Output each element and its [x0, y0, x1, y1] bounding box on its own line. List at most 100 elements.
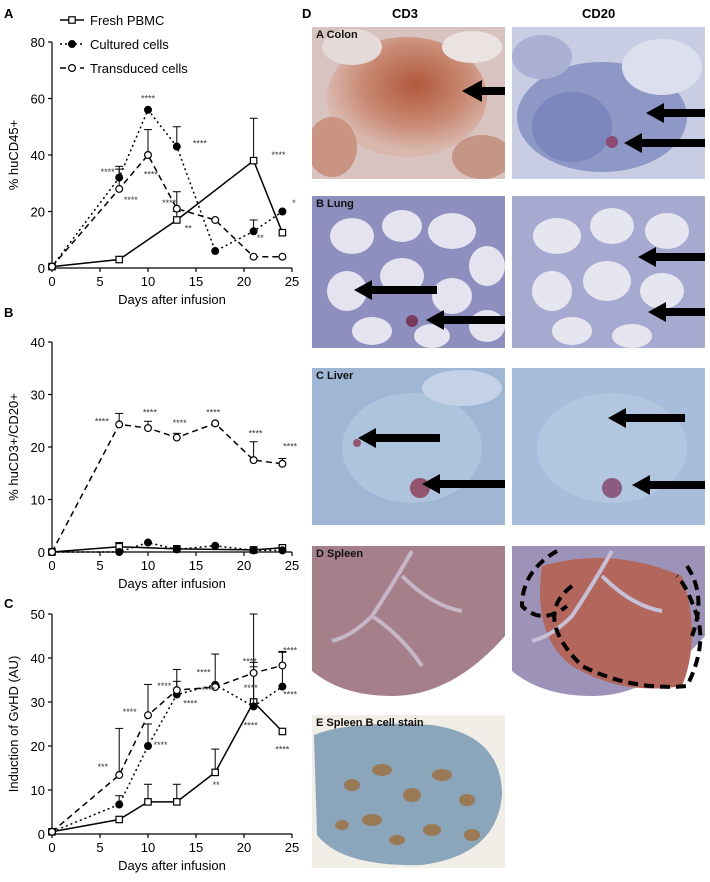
data-point	[249, 668, 258, 677]
panel-letter-b: B	[4, 305, 14, 320]
significance-label: ****	[144, 170, 159, 180]
significance-label: ****	[283, 442, 298, 452]
x-axis-label: Days after infusion	[118, 858, 226, 873]
legend-label: Cultured cells	[90, 37, 169, 52]
series-2	[47, 412, 287, 557]
data-point	[172, 686, 181, 695]
data-point	[144, 105, 153, 114]
significance-label: ****	[206, 408, 221, 418]
x-tick-label: 15	[189, 558, 203, 573]
label-lung: B Lung	[316, 198, 354, 210]
data-point	[115, 420, 124, 429]
data-point	[249, 546, 258, 555]
spleen-b-cell-image	[312, 715, 505, 868]
data-point	[211, 215, 220, 224]
data-point	[278, 682, 287, 691]
x-tick-label: 0	[48, 840, 55, 855]
x-tick-label: 15	[189, 274, 203, 289]
micrograph-lung-cd20	[512, 196, 705, 348]
y-tick-label: 40	[31, 335, 45, 350]
micrograph-liver-cd20	[512, 368, 705, 525]
arrow-icon	[608, 408, 705, 495]
series-1	[47, 650, 287, 836]
y-tick-label: 80	[31, 35, 45, 50]
micrograph-liver-cd3: C Liver	[312, 368, 505, 525]
micrograph-colon-cd3: A Colon	[312, 27, 505, 179]
panel-letter-a: A	[4, 6, 14, 21]
significance-label: ****	[283, 690, 298, 700]
series-line	[51, 108, 283, 268]
x-tick-label: 5	[96, 274, 103, 289]
series-line	[51, 684, 283, 833]
x-tick-label: 25	[285, 558, 299, 573]
x-tick-label: 10	[141, 840, 155, 855]
series-2	[47, 613, 287, 836]
data-point	[249, 702, 258, 711]
micrograph-lung-cd3: B Lung	[312, 196, 505, 348]
arrow-icon	[354, 280, 505, 330]
legend-label: Fresh PBMC	[90, 13, 164, 28]
x-axis-label: Days after infusion	[118, 292, 226, 307]
data-point	[144, 424, 153, 433]
significance-label: ****	[153, 740, 168, 750]
data-point	[278, 727, 287, 736]
x-tick-label: 25	[285, 274, 299, 289]
legend-label: Transduced cells	[90, 61, 188, 76]
significance-label: ****	[249, 429, 264, 439]
chart-huCD3-CD20: 0 10 20 30 40 0 5 10 15 20 25 Days after infusion % …	[6, 335, 299, 591]
column-header-cd3: CD3	[392, 6, 419, 21]
significance-label: **	[185, 223, 193, 233]
y-tick-label: 30	[31, 388, 45, 403]
data-point	[144, 798, 152, 806]
x-tick-label: 0	[48, 274, 55, 289]
data-point	[278, 459, 287, 468]
significance-label: ****	[193, 139, 208, 149]
significance-label: ****	[162, 198, 177, 208]
significance-label: ****	[95, 416, 110, 426]
spleen-cd3-image	[312, 546, 505, 699]
significance-label: ****	[244, 720, 259, 730]
data-point	[47, 548, 56, 557]
significance-label: ***	[98, 762, 109, 772]
data-point	[172, 545, 181, 554]
data-point	[278, 207, 287, 216]
legend-marker	[67, 39, 76, 48]
data-point	[249, 227, 258, 236]
data-point	[115, 771, 124, 780]
significance-label: ****	[244, 683, 259, 693]
panel-letter-d: D	[302, 6, 312, 21]
data-point	[47, 262, 56, 271]
x-tick-label: 5	[96, 840, 103, 855]
y-tick-label: 0	[38, 261, 45, 276]
significance-label: ****	[124, 195, 139, 205]
significance-label: **	[213, 780, 221, 790]
y-axis-label: % huCD45+	[6, 120, 21, 190]
significance-label: **	[257, 233, 265, 243]
legend-marker	[67, 63, 76, 72]
y-tick-label: 60	[31, 92, 45, 107]
y-tick-label: 30	[31, 695, 45, 710]
label-colon: A Colon	[316, 29, 358, 41]
x-tick-label: 0	[48, 558, 55, 573]
liver-cd3-image	[312, 368, 505, 525]
series-line	[52, 541, 283, 553]
y-tick-label: 0	[38, 545, 45, 560]
micrograph-colon-cd20	[512, 27, 705, 179]
data-point	[249, 156, 258, 165]
y-tick-label: 40	[31, 148, 45, 163]
series-0	[48, 117, 287, 271]
data-point	[278, 661, 287, 670]
micrograph-spleen-b-cell: E Spleen B cell stain	[312, 715, 505, 868]
y-tick-label: 0	[38, 827, 45, 842]
data-point	[144, 711, 153, 720]
arrow-icon	[358, 428, 505, 494]
x-tick-label: 20	[237, 840, 251, 855]
y-tick-label: 10	[31, 783, 45, 798]
micrograph-spleen-cd20	[512, 546, 705, 699]
series-line	[51, 545, 283, 553]
label-spleen: D Spleen	[316, 548, 364, 560]
colon-cd3-image	[312, 27, 505, 179]
series-2	[47, 129, 287, 271]
significance-label: ****	[123, 707, 138, 717]
arrow-icon	[624, 103, 705, 153]
